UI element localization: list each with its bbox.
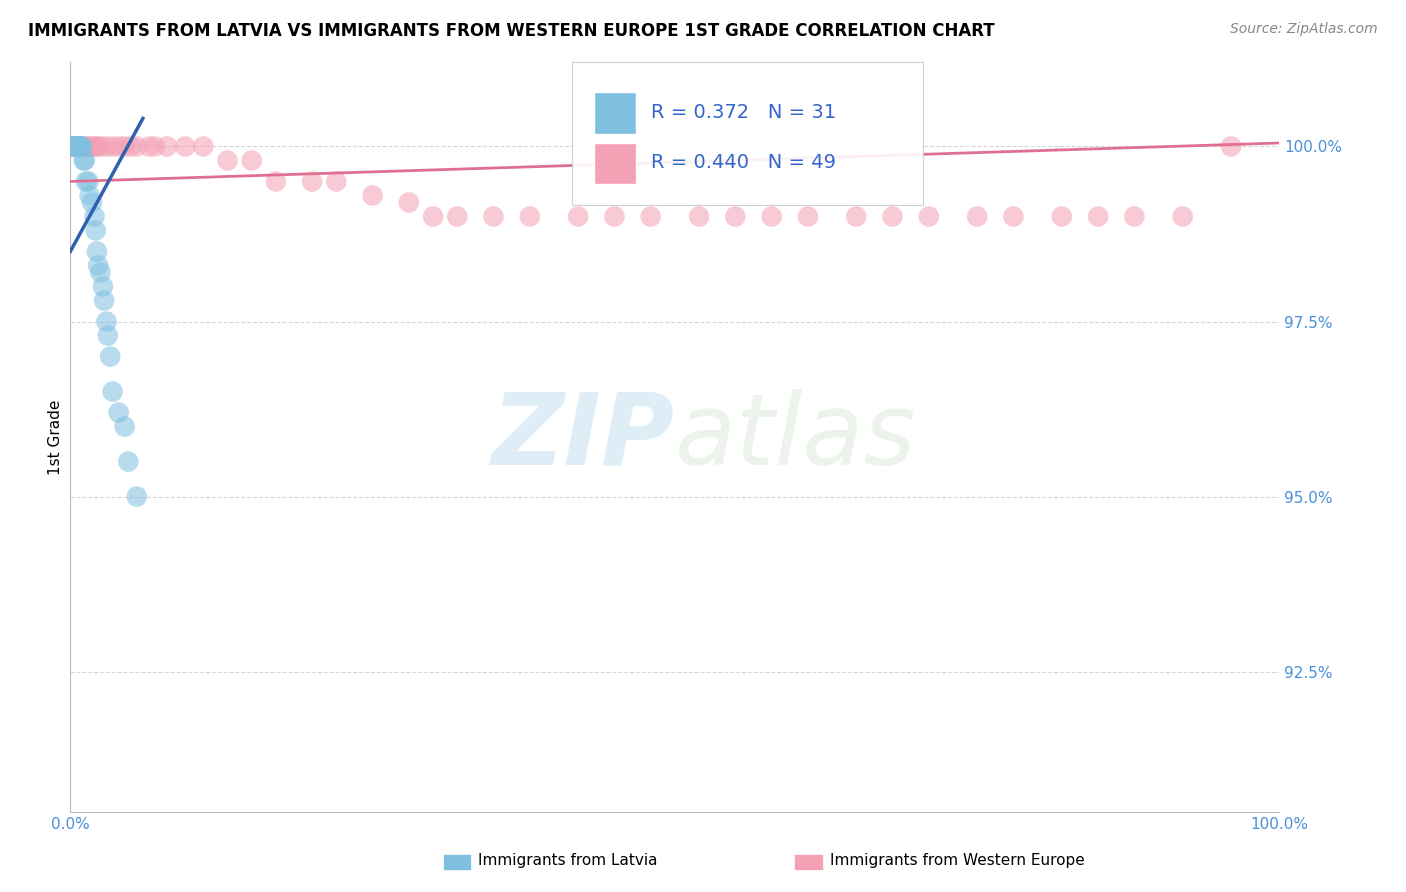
Point	[96, 139, 118, 153]
Point	[361, 188, 384, 202]
Point	[80, 139, 103, 153]
Point	[77, 174, 100, 188]
Point	[91, 279, 114, 293]
Point	[75, 174, 97, 188]
Point	[1171, 210, 1194, 224]
Point	[1087, 210, 1109, 224]
Text: Source: ZipAtlas.com: Source: ZipAtlas.com	[1230, 22, 1378, 37]
Point	[1050, 210, 1073, 224]
Point	[640, 210, 662, 224]
Y-axis label: 1st Grade: 1st Grade	[48, 400, 63, 475]
Point	[93, 293, 115, 308]
Point	[107, 139, 129, 153]
Point	[101, 384, 124, 399]
Point	[73, 139, 96, 153]
Point	[724, 210, 747, 224]
Point	[446, 210, 468, 224]
Point	[96, 314, 118, 328]
Text: R = 0.440   N = 49: R = 0.440 N = 49	[651, 153, 835, 172]
Point	[80, 195, 103, 210]
Point	[603, 210, 626, 224]
Point	[70, 139, 93, 153]
Text: ZIP: ZIP	[492, 389, 675, 485]
Point	[101, 139, 124, 153]
Point	[66, 139, 89, 153]
Point	[72, 153, 94, 168]
Text: Immigrants from Latvia: Immigrants from Latvia	[478, 854, 658, 868]
Point	[882, 210, 904, 224]
Point	[156, 139, 179, 153]
Point	[83, 210, 105, 224]
Point	[63, 139, 86, 153]
Point	[90, 139, 111, 153]
Point	[62, 139, 84, 153]
Point	[65, 139, 87, 153]
Point	[114, 419, 136, 434]
Point	[77, 139, 100, 153]
Point	[117, 454, 139, 468]
Point	[797, 210, 820, 224]
Point	[84, 223, 107, 237]
Point	[120, 139, 142, 153]
Bar	[593, 143, 636, 184]
Point	[688, 210, 710, 224]
Point	[193, 139, 215, 153]
Point	[98, 350, 121, 364]
Point	[69, 139, 91, 153]
Point	[264, 174, 287, 188]
Point	[107, 406, 129, 420]
Point	[301, 174, 323, 188]
Point	[86, 244, 108, 259]
Point	[325, 174, 347, 188]
Bar	[593, 93, 636, 134]
Point	[1002, 210, 1025, 224]
Point	[69, 139, 91, 153]
Point	[87, 259, 110, 273]
Text: atlas: atlas	[675, 389, 917, 485]
Point	[72, 139, 94, 153]
Point	[422, 210, 444, 224]
Point	[63, 139, 86, 153]
Point	[65, 139, 87, 153]
Point	[567, 210, 589, 224]
Text: IMMIGRANTS FROM LATVIA VS IMMIGRANTS FROM WESTERN EUROPE 1ST GRADE CORRELATION C: IMMIGRANTS FROM LATVIA VS IMMIGRANTS FRO…	[28, 22, 995, 40]
Point	[79, 188, 101, 202]
Text: Immigrants from Western Europe: Immigrants from Western Europe	[830, 854, 1084, 868]
Point	[398, 195, 420, 210]
Point	[63, 139, 86, 153]
Point	[125, 139, 148, 153]
Text: R = 0.372   N = 31: R = 0.372 N = 31	[651, 103, 835, 122]
Point	[72, 139, 94, 153]
Point	[143, 139, 166, 153]
Point	[97, 328, 120, 343]
Point	[761, 210, 783, 224]
Point	[67, 139, 90, 153]
Point	[1123, 210, 1146, 224]
Point	[174, 139, 197, 153]
Point	[83, 139, 105, 153]
Point	[65, 139, 87, 153]
Point	[217, 153, 239, 168]
Point	[90, 266, 111, 280]
Point	[73, 153, 96, 168]
Point	[114, 139, 136, 153]
Point	[845, 210, 868, 224]
Point	[1220, 139, 1243, 153]
Point	[966, 210, 988, 224]
FancyBboxPatch shape	[572, 62, 922, 205]
Point	[240, 153, 263, 168]
Point	[87, 139, 110, 153]
Point	[482, 210, 505, 224]
Point	[125, 490, 148, 504]
Point	[918, 210, 941, 224]
Point	[519, 210, 541, 224]
Point	[138, 139, 160, 153]
